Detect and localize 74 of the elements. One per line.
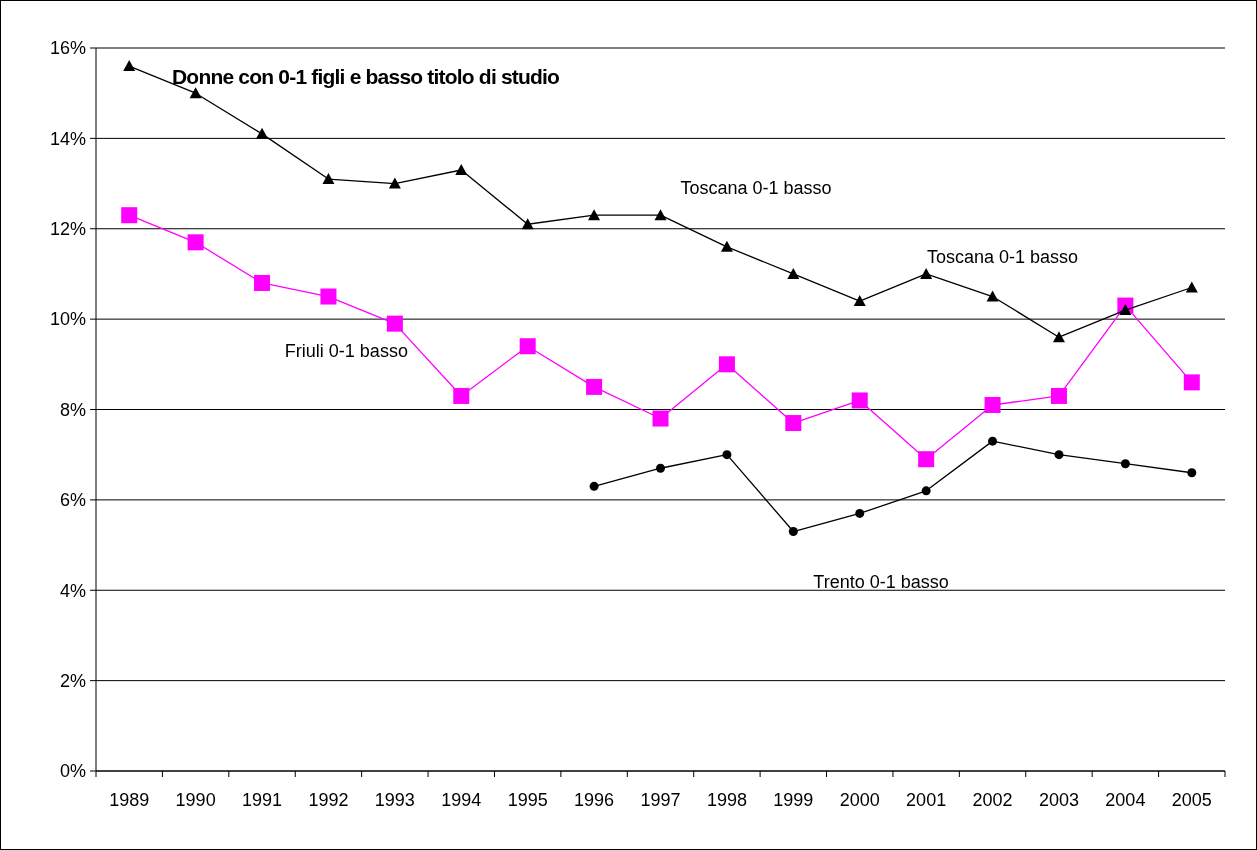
- annotation: Toscana 0-1 basso: [927, 247, 1079, 267]
- point: [921, 486, 931, 496]
- point: [1119, 304, 1132, 316]
- point: [988, 436, 998, 446]
- series-label: Toscana 0-1 basso: [680, 178, 832, 198]
- point: [722, 450, 732, 460]
- x-tick-label: 1993: [374, 790, 415, 810]
- x-tick-label: 1991: [242, 790, 283, 810]
- point: [254, 274, 271, 291]
- x-tick-label: 1999: [773, 790, 814, 810]
- point: [986, 290, 999, 302]
- point: [718, 356, 735, 373]
- point: [123, 60, 136, 72]
- x-tick-label: 1995: [507, 790, 548, 810]
- point: [322, 173, 335, 185]
- point: [656, 463, 665, 473]
- point: [1050, 387, 1067, 404]
- point: [652, 410, 669, 427]
- y-tick-label: 8%: [59, 399, 86, 420]
- point: [788, 527, 798, 537]
- x-tick-label: 2005: [1171, 790, 1212, 810]
- point: [1187, 468, 1197, 478]
- point: [256, 127, 269, 139]
- point: [189, 87, 202, 99]
- point: [785, 415, 802, 432]
- point: [455, 164, 468, 176]
- y-tick-label: 4%: [59, 580, 86, 601]
- point: [1183, 374, 1200, 391]
- point: [521, 218, 534, 230]
- point: [787, 267, 800, 279]
- y-tick-label: 14%: [49, 128, 86, 149]
- point: [589, 481, 599, 491]
- point: [984, 396, 1001, 413]
- point: [320, 288, 337, 305]
- series-label: Friuli 0-1 basso: [284, 341, 408, 361]
- text: Trento 0-1 basso: [813, 572, 949, 592]
- x-tick-label: 1996: [574, 790, 615, 810]
- point: [1052, 331, 1065, 343]
- x-tick-label: 2003: [1038, 790, 1079, 810]
- x-tick-label: 1992: [308, 790, 349, 810]
- point: [720, 240, 733, 252]
- point: [654, 209, 667, 221]
- point: [453, 387, 470, 404]
- point: [386, 315, 403, 332]
- point: [388, 177, 401, 189]
- x-tick-label: 1990: [175, 790, 216, 810]
- point: [855, 508, 865, 518]
- point: [1120, 459, 1130, 469]
- x-tick-label: 1994: [441, 790, 482, 810]
- y-tick-label: 6%: [59, 490, 86, 511]
- y-tick-label: 12%: [49, 219, 86, 240]
- point: [588, 209, 601, 221]
- point: [586, 378, 603, 395]
- x-tick-label: 2000: [839, 790, 880, 810]
- point: [1185, 281, 1198, 293]
- y-tick-label: 2%: [59, 670, 86, 691]
- point: [187, 234, 204, 251]
- text: Donne con 0-1 figli e basso titolo di studio: [172, 65, 560, 88]
- point: [1054, 450, 1064, 460]
- x-tick-label: 1998: [706, 790, 747, 810]
- x-tick-label: 1997: [640, 790, 681, 810]
- y-tick-label: 16%: [49, 38, 86, 59]
- point: [121, 207, 138, 224]
- x-tick-label: 1989: [109, 790, 150, 810]
- point: [920, 267, 933, 279]
- y-tick-label: 10%: [49, 309, 86, 330]
- x-tick-label: 2002: [972, 790, 1013, 810]
- y-tick-label: 0%: [59, 761, 86, 782]
- point: [918, 451, 935, 468]
- x-tick-label: 2004: [1105, 790, 1146, 810]
- x-tick-label: 2001: [906, 790, 947, 810]
- point: [851, 392, 868, 409]
- point: [853, 295, 866, 307]
- point: [519, 338, 536, 355]
